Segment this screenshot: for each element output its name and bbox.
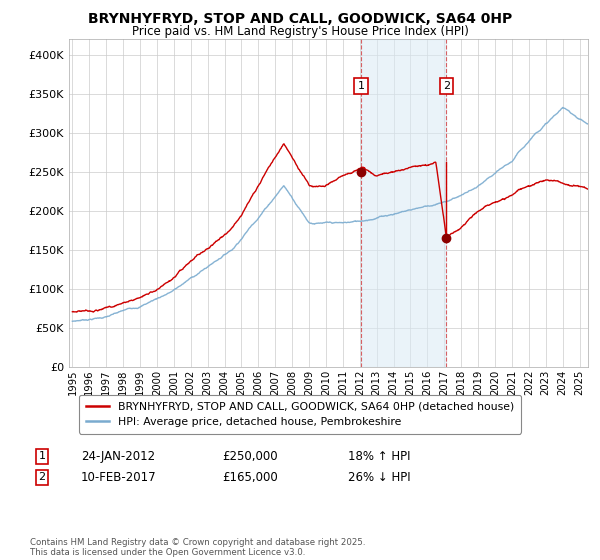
Text: 10-FEB-2017: 10-FEB-2017 — [81, 470, 157, 484]
Text: £250,000: £250,000 — [222, 450, 278, 463]
Bar — [361, 39, 446, 367]
Text: 1: 1 — [38, 451, 46, 461]
Legend: BRYNHYFRYD, STOP AND CALL, GOODWICK, SA64 0HP (detached house), HPI: Average pri: BRYNHYFRYD, STOP AND CALL, GOODWICK, SA6… — [79, 395, 521, 433]
Text: 18% ↑ HPI: 18% ↑ HPI — [348, 450, 410, 463]
Text: 1: 1 — [358, 81, 364, 91]
Text: 2: 2 — [443, 81, 450, 91]
Text: Price paid vs. HM Land Registry's House Price Index (HPI): Price paid vs. HM Land Registry's House … — [131, 25, 469, 38]
Text: 24-JAN-2012: 24-JAN-2012 — [81, 450, 155, 463]
Text: Contains HM Land Registry data © Crown copyright and database right 2025.
This d: Contains HM Land Registry data © Crown c… — [30, 538, 365, 557]
Text: 2: 2 — [38, 472, 46, 482]
Text: £165,000: £165,000 — [222, 470, 278, 484]
Text: BRYNHYFRYD, STOP AND CALL, GOODWICK, SA64 0HP: BRYNHYFRYD, STOP AND CALL, GOODWICK, SA6… — [88, 12, 512, 26]
Text: 26% ↓ HPI: 26% ↓ HPI — [348, 470, 410, 484]
